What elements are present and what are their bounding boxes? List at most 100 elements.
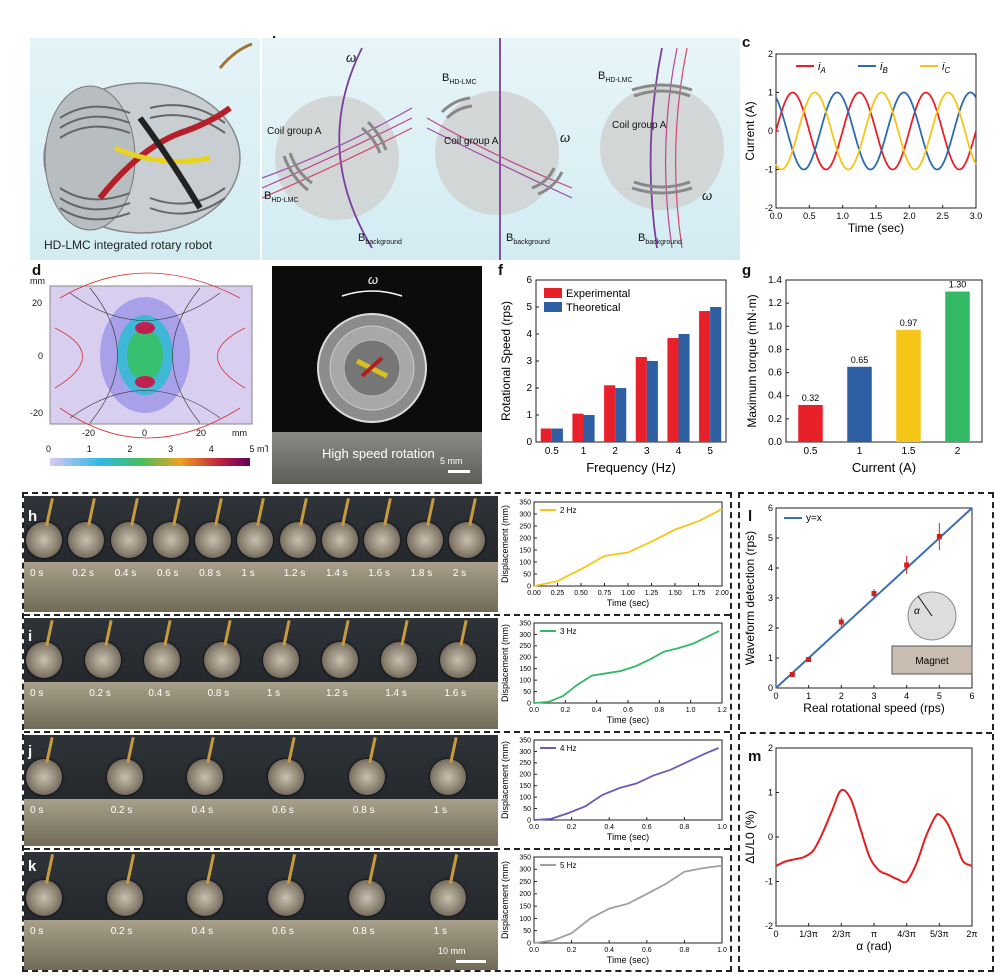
robot-position bbox=[85, 642, 122, 678]
robot-wire bbox=[206, 854, 216, 884]
y-tick-label: 1 bbox=[768, 788, 773, 798]
series-line bbox=[775, 91, 977, 171]
timestamp-label: 0.2 s bbox=[89, 688, 111, 699]
y-tick-label: 50 bbox=[523, 689, 531, 696]
plot-frame bbox=[785, 279, 983, 443]
b-bhd-2: BHD-LMC bbox=[442, 72, 477, 87]
x-axis-label: Time (sec) bbox=[848, 221, 904, 235]
x-tick-label: 0.8 bbox=[680, 947, 690, 954]
x-tick-label: 0.6 bbox=[642, 947, 652, 954]
timestamp-label: 1.2 s bbox=[326, 688, 348, 699]
colorbar bbox=[50, 458, 250, 466]
y-tick-label: 250 bbox=[519, 760, 531, 767]
timestamp-label: 1.6 s bbox=[368, 568, 390, 579]
robot-position bbox=[268, 759, 305, 795]
y-tick-label: 250 bbox=[519, 523, 531, 530]
x-axis-label: Current (A) bbox=[852, 460, 916, 475]
y-tick-label: -1 bbox=[765, 165, 773, 175]
x-tick-label: 1.00 bbox=[621, 590, 635, 597]
magnet-label: Magnet bbox=[915, 656, 949, 667]
robot-wire bbox=[383, 497, 393, 527]
robot-position bbox=[322, 642, 358, 678]
y-tick-label: 3 bbox=[526, 356, 532, 367]
x-axis-label: Frequency (Hz) bbox=[586, 460, 676, 475]
timestamp-label: 0.8 s bbox=[352, 926, 375, 937]
x-tick-label: 0.50 bbox=[574, 590, 588, 597]
x-tick-label: 2.00 bbox=[715, 590, 729, 597]
x-tick-label: 0.0 bbox=[529, 947, 539, 954]
y-tick-label: 1 bbox=[768, 88, 773, 98]
plot-frame bbox=[533, 739, 723, 821]
robot-wire bbox=[256, 497, 266, 527]
y-tick-label: 300 bbox=[519, 632, 531, 639]
e-scale-label: 5 mm bbox=[440, 456, 463, 466]
y-axis-label: Waveform detection (rps) bbox=[743, 531, 757, 665]
b-bbg-1: Bbackground bbox=[358, 232, 402, 247]
legend-swatch bbox=[544, 288, 562, 298]
d-ytick-1: 0 bbox=[38, 351, 44, 361]
robot-position bbox=[187, 759, 224, 795]
chart-k: 0.0 0.2 0.4 0.6 0.8 1.0 0 50 100 150 200 250 300 350 T… bbox=[500, 854, 727, 965]
y-tick-label: 2 bbox=[526, 383, 532, 394]
robot-wire bbox=[341, 497, 350, 527]
timestamp-label: 0 s bbox=[30, 926, 44, 937]
robot-wire bbox=[87, 497, 97, 527]
y-tick-label: 150 bbox=[519, 547, 531, 554]
robot-position bbox=[381, 642, 418, 678]
x-tick-label: 0.5 bbox=[545, 446, 559, 457]
bar bbox=[678, 334, 690, 442]
robot-position bbox=[262, 642, 299, 678]
data-point bbox=[789, 672, 795, 677]
strain-line bbox=[775, 788, 973, 884]
chart-m: 0 1/3π 2/3π π 4/3π 5/3π 2π 2 1 0 -1 -2 α (rad) ΔL/L0 … bbox=[743, 743, 978, 953]
x-tick-label: 1.0 bbox=[836, 211, 849, 221]
robot-wire bbox=[214, 497, 224, 527]
x-tick-label: 2π bbox=[966, 929, 977, 939]
bar bbox=[667, 338, 679, 442]
timestamp-label: 0.2 s bbox=[110, 805, 133, 816]
k-scale-label: 10 mm bbox=[438, 946, 466, 956]
timestamp-label: 0 s bbox=[30, 688, 44, 699]
timestamp-label: 1.4 s bbox=[326, 568, 348, 579]
panel-b-diagram: ω ω ω Coil group A Coil group A Coil gro… bbox=[262, 38, 740, 260]
x-tick-label: 0.0 bbox=[529, 824, 539, 831]
robot-position bbox=[406, 522, 443, 558]
robot-position bbox=[110, 522, 147, 558]
x-tick-label: 1.2 bbox=[717, 707, 727, 714]
robot-position bbox=[106, 759, 143, 795]
x-tick-label: 0.6 bbox=[623, 707, 633, 714]
data-point bbox=[936, 534, 942, 539]
x-tick-label: 0.2 bbox=[560, 707, 570, 714]
y-tick-label: 0 bbox=[527, 583, 531, 590]
b-bhd-1: BHD-LMC bbox=[264, 190, 299, 205]
x-tick-label: 1 bbox=[581, 446, 587, 457]
x-tick-label: 0.5 bbox=[803, 211, 816, 221]
x-tick-label: 1.0 bbox=[717, 947, 727, 954]
x-tick-label: 4 bbox=[904, 691, 909, 701]
d-xtick-2: 20 bbox=[196, 428, 207, 438]
bar bbox=[615, 388, 627, 442]
timestamp-label: 0.4 s bbox=[114, 568, 137, 579]
y-tick-label: 50 bbox=[523, 806, 531, 813]
x-tick-label: 1.25 bbox=[645, 590, 659, 597]
y-tick-label: 1 bbox=[526, 410, 532, 421]
photo-strip-h: 0 s 0.2 s 0.4 s 0.6 s 0.8 s 1 s 1.2 s 1.4 s 1.6 … bbox=[24, 496, 498, 612]
panel-a-caption: HD-LMC integrated rotary robot bbox=[44, 238, 213, 252]
robot-position bbox=[322, 522, 358, 558]
y-tick-label: 1.4 bbox=[768, 275, 782, 286]
legend-label: 4 Hz bbox=[560, 744, 576, 753]
timestamp-label: 1.2 s bbox=[283, 568, 306, 579]
y-tick-label: 4 bbox=[768, 563, 773, 573]
plot-frame bbox=[775, 747, 973, 927]
timestamp-label: 0 s bbox=[30, 568, 44, 579]
robot-position bbox=[195, 522, 232, 558]
robot-position bbox=[203, 642, 240, 678]
label-c: c bbox=[742, 34, 751, 51]
label-i: i bbox=[28, 628, 33, 645]
x-tick-label: 0.00 bbox=[527, 590, 541, 597]
robot-position bbox=[68, 522, 105, 558]
y-tick-label: 350 bbox=[519, 620, 531, 627]
d-unit-right: mm bbox=[232, 428, 247, 438]
y-tick-label: 150 bbox=[519, 783, 531, 790]
b-coil-3: Coil group A bbox=[612, 120, 667, 131]
